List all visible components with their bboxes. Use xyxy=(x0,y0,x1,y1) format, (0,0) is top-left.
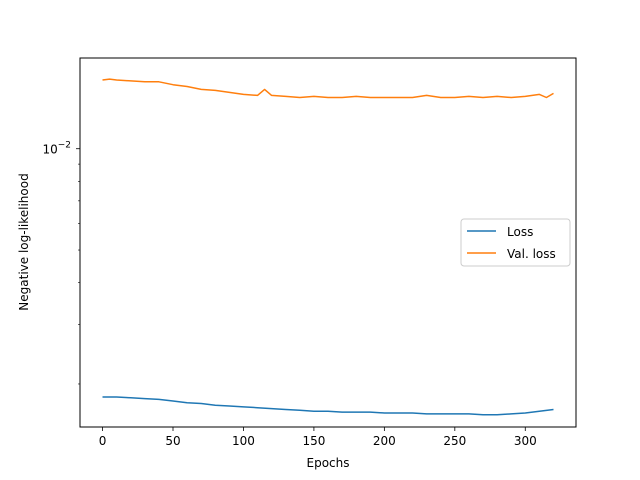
x-tick-label: 250 xyxy=(443,434,466,448)
x-tick-label: 200 xyxy=(373,434,396,448)
legend-label-loss: Loss xyxy=(507,225,533,239)
x-tick-label: 100 xyxy=(232,434,255,448)
x-tick-label: 150 xyxy=(302,434,325,448)
x-axis-label: Epochs xyxy=(307,456,350,470)
legend-label-val-loss: Val. loss xyxy=(507,247,556,261)
x-tick-label: 300 xyxy=(514,434,537,448)
plot-frame xyxy=(79,57,577,428)
x-tick-label: 0 xyxy=(99,434,107,448)
plot-lines xyxy=(102,78,554,416)
y-tick-label: 10−2 xyxy=(42,141,71,157)
series-line-loss xyxy=(102,396,554,416)
x-tick-label: 50 xyxy=(165,434,180,448)
y-axis: 10−2 xyxy=(42,141,80,385)
x-axis: 0 50 100 150 200 250 300 xyxy=(99,427,537,448)
series-line-val-loss xyxy=(102,78,554,99)
legend: Loss Val. loss xyxy=(460,218,571,267)
y-axis-label: Negative log-likelihood xyxy=(17,173,31,310)
